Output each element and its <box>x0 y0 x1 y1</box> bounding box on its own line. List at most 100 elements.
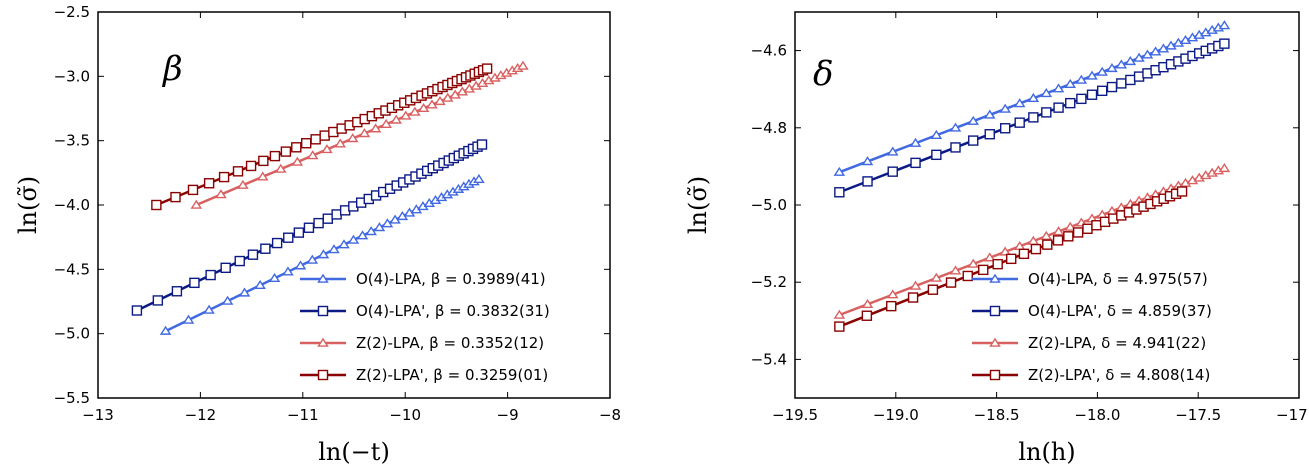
x-tick-label: −18.0 <box>1074 406 1120 424</box>
data-point <box>1075 74 1088 84</box>
data-point <box>300 138 312 149</box>
data-point <box>1052 235 1064 246</box>
data-point <box>949 122 962 132</box>
data-point <box>417 102 430 113</box>
x-tick-label: −17.0 <box>1276 406 1309 424</box>
data-point <box>220 262 231 274</box>
data-point <box>159 325 172 335</box>
data-point <box>1219 38 1230 49</box>
data-point <box>356 230 369 240</box>
data-point <box>833 166 846 176</box>
y-axis-label: ln(σ̃) <box>684 176 712 234</box>
data-point <box>170 191 181 203</box>
data-point <box>1091 220 1102 231</box>
data-point <box>256 171 269 181</box>
legend-marker <box>317 305 329 317</box>
data-point <box>347 234 360 244</box>
data-point <box>1076 93 1087 105</box>
data-point <box>1133 52 1145 62</box>
data-point <box>1176 186 1188 197</box>
data-point <box>930 129 943 139</box>
data-point <box>1096 85 1108 97</box>
data-point <box>1040 88 1053 98</box>
data-point <box>358 128 371 138</box>
legend: O(4)-LPA, β = 0.3989(41) O(4)-LPA', β = 0… <box>300 270 550 384</box>
data-point <box>152 295 164 306</box>
data-point <box>321 144 333 154</box>
legend-label: O(4)-LPA', β = 0.3832(31) <box>356 302 550 320</box>
data-point <box>171 286 183 297</box>
data-point <box>983 109 996 119</box>
data-point <box>190 199 203 209</box>
data-point <box>886 300 897 312</box>
legend-marker <box>989 305 1001 317</box>
data-point <box>1165 40 1177 50</box>
data-point <box>1133 71 1145 82</box>
legend-label: Z(2)-LPA, δ = 4.941(22) <box>1028 334 1206 352</box>
data-point <box>1082 223 1093 234</box>
data-point <box>274 163 287 173</box>
x-tick-label: −18.5 <box>974 406 1020 424</box>
panel-label-beta: β <box>161 49 183 89</box>
data-point <box>473 173 485 184</box>
data-point <box>1063 231 1074 242</box>
data-point <box>283 232 294 243</box>
data-point <box>294 260 307 270</box>
data-point <box>131 305 143 316</box>
data-point <box>238 287 251 297</box>
data-point <box>950 142 961 153</box>
data-point <box>962 270 973 282</box>
data-point <box>1115 59 1128 69</box>
data-point <box>221 295 234 305</box>
x-tick-label: −9 <box>497 406 519 424</box>
x-tick-label: −12 <box>185 406 217 424</box>
data-point <box>254 279 266 290</box>
x-tick-label: −19.0 <box>873 406 919 424</box>
data-point <box>1172 37 1185 47</box>
data-point <box>1064 78 1077 88</box>
data-point <box>1014 117 1025 128</box>
data-point <box>328 244 340 254</box>
data-point <box>1116 78 1127 89</box>
legend-marker <box>317 369 329 381</box>
legend-marker <box>317 337 329 347</box>
data-point <box>282 266 294 276</box>
data-point <box>434 95 446 106</box>
data-point <box>1096 66 1108 76</box>
x-tick-label: −11 <box>287 406 319 424</box>
data-point <box>1052 83 1065 93</box>
data-point <box>833 309 846 319</box>
data-point <box>1028 112 1039 123</box>
data-point <box>1053 102 1064 113</box>
data-point <box>203 178 215 189</box>
x-axis-label: ln(−t) <box>318 438 390 466</box>
data-point <box>1064 221 1077 231</box>
data-point <box>369 123 382 133</box>
data-point <box>967 258 980 268</box>
data-point <box>409 106 421 116</box>
data-point <box>1218 20 1231 30</box>
data-point <box>1052 226 1065 236</box>
legend-label: O(4)-LPA, δ = 4.975(57) <box>1028 270 1208 288</box>
legend: O(4)-LPA, δ = 4.975(57) O(4)-LPA', δ = 4.… <box>972 270 1212 384</box>
data-point <box>909 280 922 290</box>
data-point <box>1141 49 1154 59</box>
data-point <box>247 249 259 260</box>
data-point <box>426 99 438 109</box>
data-point <box>268 272 281 283</box>
data-point <box>313 217 324 229</box>
data-point <box>999 123 1011 134</box>
data-point <box>909 137 922 147</box>
data-point <box>476 139 488 150</box>
axis-ticks: −13 −12 −11 −10 −9 −8 −5.5 −5.0 −4.5 −4.0 −3.5 −3.0… <box>54 3 622 424</box>
legend-marker <box>989 273 1001 283</box>
data-point <box>999 103 1011 113</box>
y-tick-label: −5.2 <box>751 273 787 291</box>
data-point <box>1040 230 1053 240</box>
data-point <box>306 254 319 264</box>
legend-label: Z(2)-LPA', β = 0.3259(01) <box>356 366 548 384</box>
data-point <box>1013 98 1026 108</box>
data-point <box>258 155 269 167</box>
data-point <box>1125 74 1136 86</box>
y-tick-label: −5.4 <box>751 350 787 368</box>
